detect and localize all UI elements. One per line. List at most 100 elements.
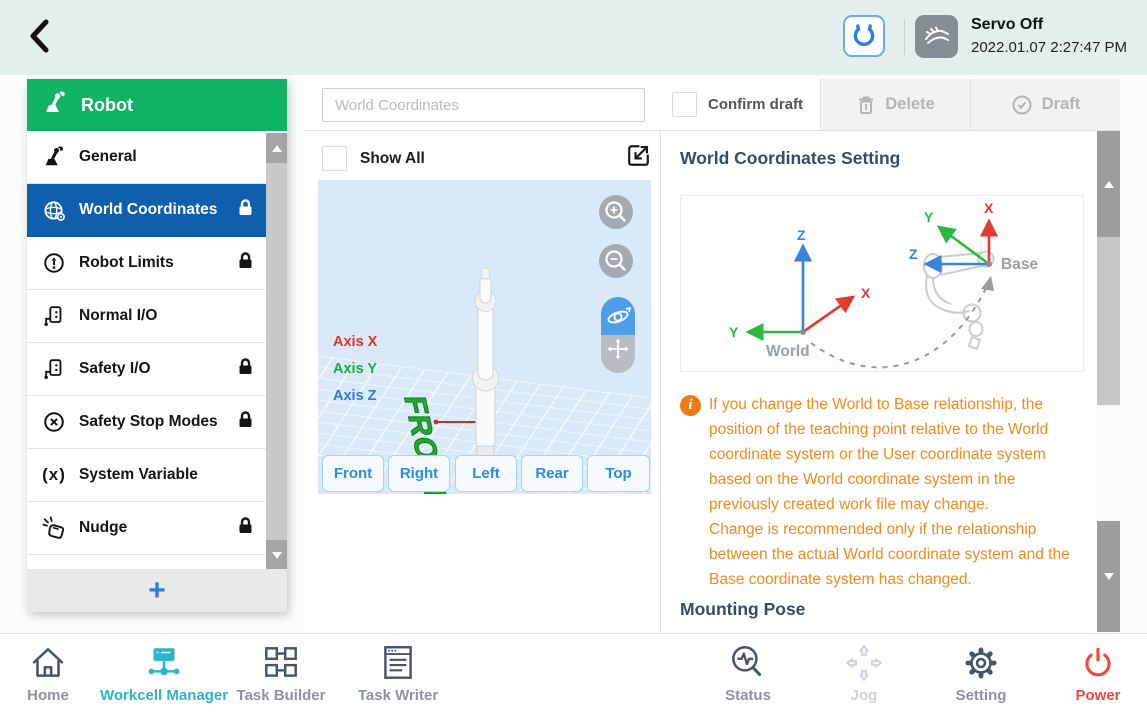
rotate-mode-button[interactable] bbox=[601, 297, 635, 335]
draft-button[interactable]: Draft bbox=[970, 79, 1120, 130]
sidebar-item-nudge[interactable]: Nudge bbox=[27, 502, 287, 555]
nav-jog[interactable]: Jog bbox=[794, 642, 934, 704]
svg-text:Y: Y bbox=[924, 209, 934, 225]
view-right-button[interactable]: Right bbox=[388, 455, 450, 492]
nav-power[interactable]: Power bbox=[1028, 642, 1147, 704]
sidebar-scrollbar[interactable] bbox=[266, 133, 287, 570]
power-icon bbox=[1085, 647, 1111, 677]
add-workcell-item-button[interactable]: + bbox=[27, 569, 287, 612]
scroll-down-button[interactable] bbox=[266, 540, 287, 570]
sidebar-list: General World Coordinates bbox=[27, 131, 287, 569]
lock-icon bbox=[238, 358, 253, 381]
back-button[interactable] bbox=[20, 14, 64, 58]
sidebar-item-safety-stop-modes[interactable]: Safety Stop Modes bbox=[27, 396, 287, 449]
check-circle-icon bbox=[1012, 95, 1032, 114]
show-all-checkbox[interactable] bbox=[322, 146, 347, 171]
nav-workcell-manager[interactable]: Workcell Manager bbox=[94, 642, 234, 704]
lock-icon bbox=[238, 517, 253, 540]
robot-sketch bbox=[923, 250, 995, 351]
servo-hand-button[interactable] bbox=[915, 15, 958, 58]
show-all-label: Show All bbox=[360, 149, 425, 167]
sidebar-item-general[interactable]: General bbox=[27, 131, 287, 184]
scroll-down-button[interactable] bbox=[1097, 521, 1120, 632]
confirm-draft-label: Confirm draft bbox=[708, 96, 803, 113]
sidebar-item-system-variable[interactable]: (x) System Variable bbox=[27, 449, 287, 502]
draft-toolbar: Confirm draft Delete Draft bbox=[305, 79, 1120, 131]
scroll-up-button[interactable] bbox=[266, 133, 287, 163]
view-front-button[interactable]: Front bbox=[322, 455, 384, 492]
nav-task-writer[interactable]: Task Writer bbox=[328, 642, 468, 704]
lock-icon bbox=[238, 199, 253, 222]
status-icon bbox=[732, 645, 762, 677]
back-chevron-icon bbox=[30, 19, 49, 53]
base-frame: X Y Z Base bbox=[909, 200, 1038, 274]
pan-mode-button[interactable] bbox=[601, 335, 635, 373]
scrollbar-thumb[interactable] bbox=[1097, 237, 1120, 405]
detail-title: World Coordinates Setting bbox=[680, 148, 901, 168]
sidebar-item-label: System Variable bbox=[79, 466, 198, 483]
detail-scrollbar[interactable] bbox=[1097, 131, 1120, 632]
setting-gear-icon bbox=[965, 647, 997, 679]
expand-icon bbox=[628, 145, 649, 166]
confirm-draft-checkbox[interactable] bbox=[672, 92, 697, 117]
zoom-in-button[interactable] bbox=[599, 195, 633, 229]
viewer-panel: Show All FRONT bbox=[242, 131, 726, 632]
base-label: Base bbox=[1001, 256, 1038, 273]
svg-text:X: X bbox=[861, 285, 871, 301]
sidebar-header-label: Robot bbox=[81, 94, 133, 115]
triangle-up-icon bbox=[271, 144, 282, 152]
sidebar-item-label: General bbox=[79, 148, 137, 165]
sidebar-header-robot: Robot bbox=[27, 79, 287, 131]
io-icon bbox=[41, 303, 67, 329]
refresh-icon bbox=[853, 24, 875, 47]
nav-home[interactable]: Home bbox=[0, 642, 118, 704]
world-frame: Z X Y World bbox=[729, 227, 871, 360]
zoom-out-button[interactable] bbox=[599, 244, 633, 278]
robot-arm-icon bbox=[42, 90, 68, 121]
world-coordinates-globe-icon bbox=[41, 197, 67, 223]
svg-text:Z: Z bbox=[797, 227, 806, 243]
3d-viewport[interactable]: FRONT Axis X Axis Y Axis Z bbox=[242, 180, 726, 510]
coordinates-name-input[interactable] bbox=[322, 88, 645, 122]
draft-label: Draft bbox=[1041, 95, 1081, 113]
sidebar-item-label: Robot Limits bbox=[79, 254, 174, 271]
nav-task-builder[interactable]: Task Builder bbox=[211, 642, 351, 704]
jog-dpad-icon bbox=[846, 645, 882, 681]
sidebar-item-label: Safety I/O bbox=[79, 360, 151, 377]
top-bar: Servo Off 2022.01.07 2:27:47 PM bbox=[0, 0, 1147, 75]
sidebar-item-world-coordinates[interactable]: World Coordinates bbox=[27, 184, 287, 237]
refresh-button[interactable] bbox=[843, 15, 885, 57]
axis-x-label: Axis X bbox=[333, 334, 378, 350]
lock-icon bbox=[238, 252, 253, 275]
timestamp: 2022.01.07 2:27:47 PM bbox=[971, 39, 1127, 56]
svg-text:Y: Y bbox=[729, 324, 739, 340]
robot-model bbox=[472, 267, 499, 457]
lock-icon bbox=[238, 411, 253, 434]
workcell-manager-icon bbox=[148, 648, 180, 676]
view-buttons-row: Front Right Left Rear Top bbox=[305, 455, 661, 492]
general-icon bbox=[41, 144, 67, 170]
scroll-up-button[interactable] bbox=[1097, 131, 1120, 237]
expand-viewer-button[interactable] bbox=[625, 142, 652, 169]
sidebar-item-safety-io[interactable]: Safety I/O bbox=[27, 343, 287, 396]
detail-panel: World Coordinates Setting bbox=[662, 131, 1120, 632]
sidebar-item-robot-limits[interactable]: Robot Limits bbox=[27, 237, 287, 290]
topbar-divider bbox=[904, 19, 905, 55]
bottom-navigation: Home Workcell Manager Task Builder bbox=[0, 633, 1147, 717]
mounting-pose-title: Mounting Pose bbox=[680, 599, 806, 619]
nav-setting[interactable]: Setting bbox=[911, 642, 1051, 704]
nav-status[interactable]: Status bbox=[678, 642, 818, 704]
view-rear-button[interactable]: Rear bbox=[521, 455, 583, 492]
info-text: If you change the World to Base relation… bbox=[709, 392, 1075, 592]
triangle-down-icon bbox=[1103, 573, 1114, 580]
sidebar-item-normal-io[interactable]: Normal I/O bbox=[27, 290, 287, 343]
system-variable-icon: (x) bbox=[42, 465, 66, 484]
sidebar-item-label: Nudge bbox=[79, 519, 128, 536]
delete-button[interactable]: Delete bbox=[820, 79, 970, 130]
trash-icon bbox=[859, 96, 874, 114]
delete-label: Delete bbox=[885, 95, 935, 113]
hand-gesture-icon bbox=[924, 26, 949, 44]
view-top-button[interactable]: Top bbox=[587, 455, 650, 492]
info-icon: i bbox=[680, 395, 701, 416]
view-left-button[interactable]: Left bbox=[455, 455, 517, 492]
